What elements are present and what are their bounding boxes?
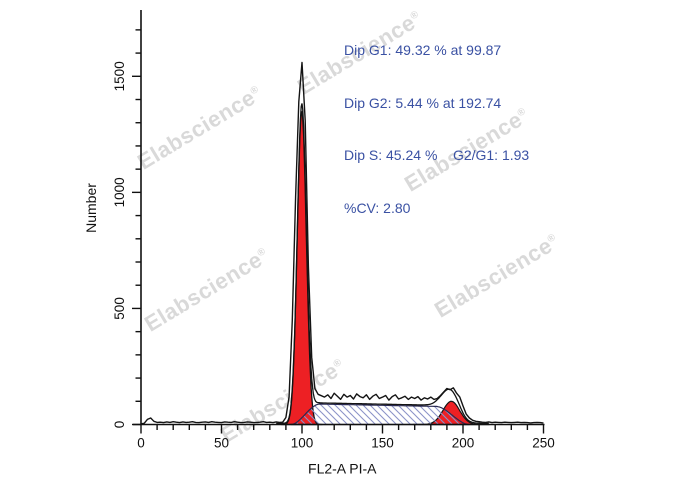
stat-g2: Dip G2: 5.44 % at 192.74 (344, 94, 502, 111)
x-tick-label: 0 (137, 436, 145, 451)
x-axis-title: FL2-A PI-A (308, 461, 377, 477)
x-tick-label: 250 (532, 436, 555, 451)
y-tick-label: 500 (112, 297, 127, 320)
y-axis-title: Number (83, 183, 99, 233)
s-phase-region (290, 403, 470, 426)
dip-fit-stats: Dip G1: 49.32 % at 99.87 Dip G2: 5.44 % … (344, 7, 529, 252)
x-tick-label: 50 (214, 436, 229, 451)
y-tick-label: 1000 (112, 177, 127, 207)
stat-s-ratio: Dip S: 45.24 % G2/G1: 1.93 (344, 147, 530, 163)
x-tick-label: 150 (371, 436, 394, 451)
stat-cv: %CV: 2.80 (344, 199, 411, 216)
x-tick-label: 200 (452, 436, 475, 451)
y-tick-label: 0 (112, 421, 127, 429)
x-tick-label: 100 (291, 436, 314, 451)
plot-axes: 0 50 100 150 200 250 0 500 1000 1500 FL2-A PI-A Num… (83, 10, 555, 477)
raw-histogram-trace (140, 61, 544, 425)
total-fit-curve (276, 103, 489, 424)
histogram-curves (140, 61, 544, 426)
g1-peak (281, 110, 323, 426)
stat-g1: Dip G1: 49.32 % at 99.87 (344, 42, 502, 58)
y-tick-label: 1500 (112, 61, 127, 91)
